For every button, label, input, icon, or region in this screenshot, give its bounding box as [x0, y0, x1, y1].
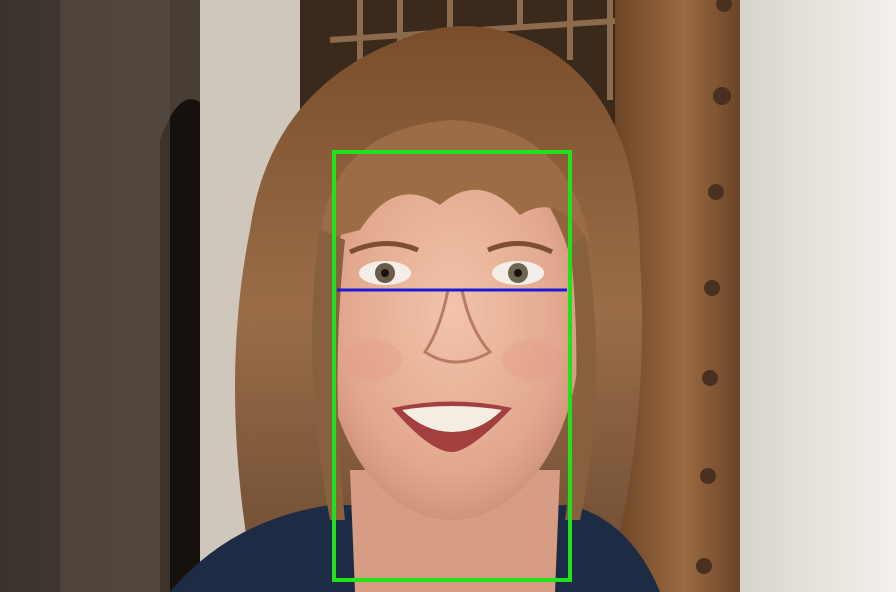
face	[324, 140, 580, 520]
left-cheek	[342, 340, 402, 380]
arch-pillar	[60, 0, 170, 592]
post-bolts	[696, 0, 732, 574]
right-eyebrow	[486, 240, 554, 255]
hair-left-strand	[312, 230, 345, 520]
nose	[422, 289, 493, 364]
face-bounding-box	[332, 150, 572, 582]
teeth	[402, 406, 502, 432]
right-wall	[740, 0, 896, 592]
left-eyebrow	[348, 240, 419, 255]
left-pupil	[381, 269, 389, 277]
hair-right-strand	[565, 235, 597, 520]
right-cheek	[502, 340, 562, 380]
right-pupil	[514, 269, 522, 277]
